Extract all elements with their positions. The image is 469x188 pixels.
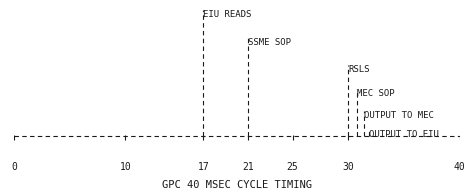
Text: OUTPUT TO EIU: OUTPUT TO EIU (370, 130, 439, 139)
Text: SSME SOP: SSME SOP (248, 38, 291, 47)
Text: RSLS: RSLS (348, 65, 370, 74)
Text: MEC SOP: MEC SOP (357, 89, 395, 98)
X-axis label: GPC 40 MSEC CYCLE TIMING: GPC 40 MSEC CYCLE TIMING (162, 180, 312, 188)
Text: EIU READS: EIU READS (204, 10, 252, 19)
Text: OUTPUT TO MEC: OUTPUT TO MEC (364, 111, 434, 120)
